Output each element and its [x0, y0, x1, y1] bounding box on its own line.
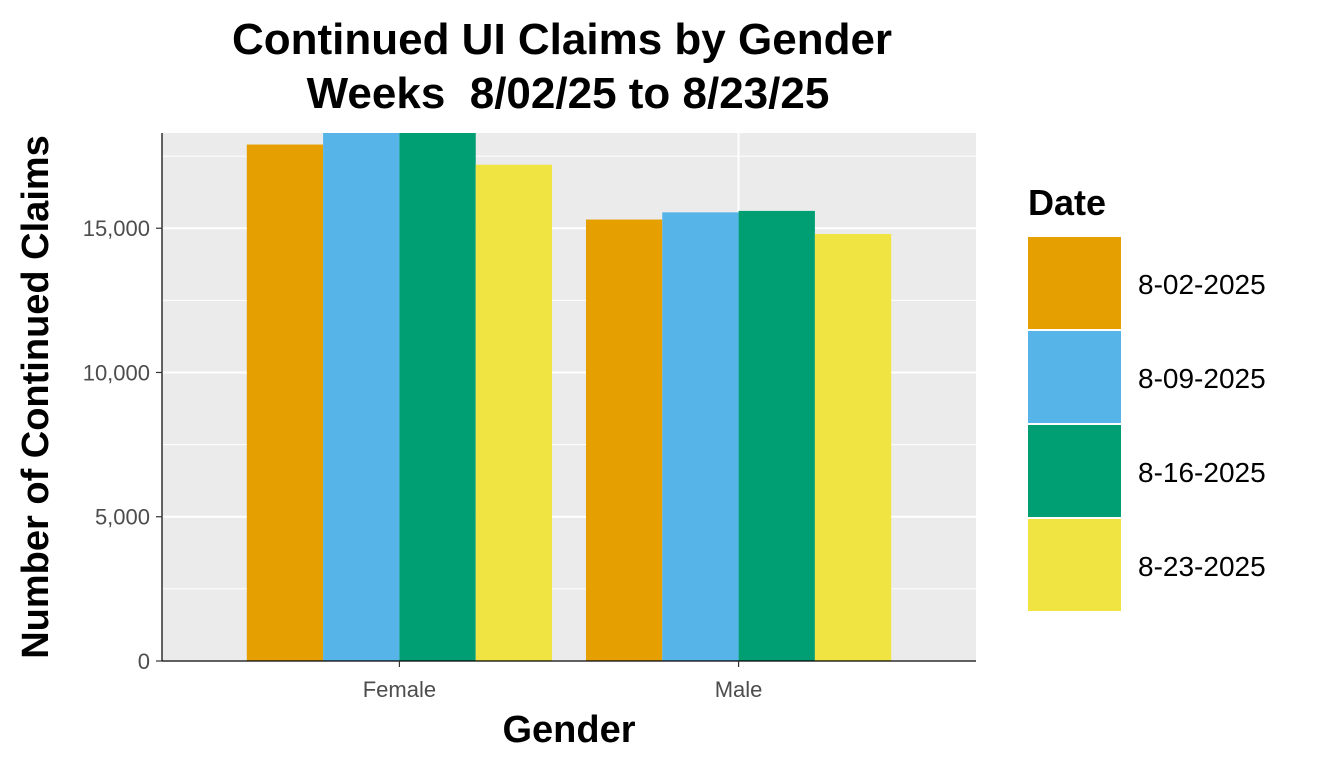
legend-key — [1028, 425, 1121, 517]
x-tick-label: Male — [715, 677, 763, 702]
y-axis-title: Number of Continued Claims — [15, 135, 57, 659]
axes-group — [161, 133, 976, 662]
bar-male-8-09-2025 — [662, 212, 739, 661]
y-tick-label: 5,000 — [95, 505, 150, 530]
y-tick-label: 0 — [138, 649, 150, 674]
legend-title: Date — [1028, 182, 1106, 223]
bar-female-8-16-2025 — [399, 133, 476, 661]
chart-title: Continued UI Claims by Gender — [232, 15, 892, 64]
y-ticks: 0 5,000 10,000 15,000 — [83, 216, 162, 674]
legend-label: 8-02-2025 — [1138, 269, 1266, 300]
legend-label: 8-09-2025 — [1138, 363, 1266, 394]
bars-group — [246, 133, 892, 661]
bar-female-8-23-2025 — [475, 164, 553, 661]
bar-male-8-23-2025 — [814, 233, 892, 661]
chart-subtitle: Weeks 8/02/25 to 8/23/25 — [307, 69, 830, 118]
bar-female-8-02-2025 — [246, 144, 324, 661]
y-tick-label: 10,000 — [83, 360, 150, 385]
x-axis-title: Gender — [502, 709, 635, 751]
bar-male-8-02-2025 — [585, 219, 663, 661]
y-tick-label: 15,000 — [83, 216, 150, 241]
x-ticks: Female Male — [363, 661, 763, 702]
legend-key — [1028, 237, 1121, 329]
legend: Date 8-02-2025 8-09-2025 8-16-2025 8-23-202… — [1028, 182, 1266, 611]
legend-key — [1028, 331, 1121, 423]
legend-key — [1028, 519, 1121, 611]
x-tick-label: Female — [363, 677, 436, 702]
bar-male-8-16-2025 — [738, 210, 815, 661]
legend-label: 8-16-2025 — [1138, 457, 1266, 488]
bar-female-8-09-2025 — [323, 133, 400, 661]
legend-label: 8-23-2025 — [1138, 551, 1266, 582]
